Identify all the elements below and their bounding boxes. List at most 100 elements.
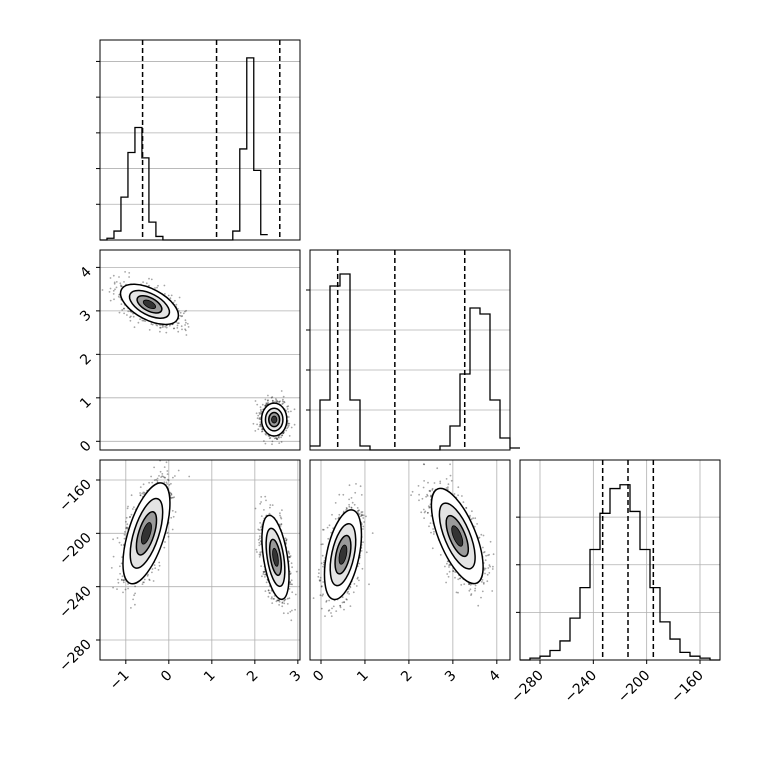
p20-point (163, 466, 166, 468)
p20-point (166, 470, 169, 472)
p10-point (185, 334, 188, 336)
p10-point (276, 400, 279, 403)
p0-frame (99, 39, 301, 241)
p10-point (120, 285, 122, 288)
p10-point (277, 436, 280, 438)
p10-point (259, 413, 261, 415)
p20-point (256, 551, 258, 553)
p20-point (121, 578, 123, 581)
p10-point (184, 328, 187, 331)
p20-point (261, 575, 263, 578)
p10-point (155, 323, 158, 326)
p10-point (129, 316, 131, 319)
p10-point (280, 436, 282, 439)
p20-point (139, 494, 142, 497)
p10-point (282, 395, 285, 398)
p20-point (170, 482, 172, 485)
p20-xtick-label: 3 (287, 668, 305, 686)
p20-point (127, 583, 129, 585)
p10-point (162, 324, 165, 327)
p10-point (163, 284, 166, 287)
p10-point (112, 293, 115, 295)
p10-point (275, 437, 278, 440)
p20-point (148, 481, 151, 484)
p20-point (279, 512, 281, 515)
p20-point (294, 608, 296, 611)
p20-point (271, 504, 274, 506)
p20-point (258, 535, 261, 538)
p10-point (118, 293, 121, 296)
p20-point (163, 481, 166, 484)
p20-point (116, 588, 118, 590)
p20-point (160, 476, 163, 478)
p10-point (282, 432, 285, 434)
p10-point (173, 327, 176, 330)
p10-point (178, 296, 181, 299)
p10-point (286, 405, 289, 408)
p10-point (264, 404, 266, 407)
p10-point (124, 271, 126, 273)
p20-point (166, 483, 169, 485)
p10-point (263, 440, 265, 442)
p10-point (129, 319, 132, 322)
p20-point (127, 587, 129, 590)
p20-point (164, 541, 166, 543)
p20-point (171, 528, 174, 531)
p20-point (172, 476, 174, 479)
p20-point (267, 595, 270, 598)
p10-point (179, 311, 182, 314)
p10-point (113, 298, 115, 301)
p10-point (174, 299, 176, 302)
p20-point (153, 479, 156, 481)
p20-point (172, 496, 174, 499)
p10-point (290, 410, 292, 413)
p10-point (127, 310, 130, 313)
p11-frame (309, 249, 511, 451)
p20-point (130, 513, 133, 516)
p20-point (139, 492, 142, 494)
p10-point (264, 404, 267, 406)
p10-frame (99, 249, 301, 451)
p10-point (282, 398, 284, 401)
p10-point (254, 430, 257, 432)
p10-point (286, 408, 289, 410)
p10-point (276, 438, 278, 440)
p10-point (265, 403, 268, 406)
p10-point (261, 430, 264, 433)
p10-point (267, 394, 269, 397)
p10-point (258, 425, 261, 428)
p10-point (257, 414, 260, 417)
p20-point (174, 475, 176, 477)
p10-point (287, 422, 290, 425)
p20-point (142, 491, 145, 494)
p10-point (112, 274, 115, 277)
p10-point (281, 434, 284, 437)
p10-point (157, 284, 159, 287)
p20-point (291, 591, 294, 594)
p10-point (286, 427, 288, 430)
p10-point (264, 398, 267, 401)
p20-point (121, 575, 124, 578)
p10-point (257, 428, 260, 431)
p10-point (172, 327, 175, 330)
p20-point (116, 537, 119, 539)
p10-point (186, 322, 189, 325)
p20-point (120, 544, 123, 546)
p20-point (139, 486, 142, 488)
p20-point (155, 478, 158, 481)
p20-point (126, 507, 129, 510)
p10-point (259, 408, 262, 411)
p20-point (134, 585, 137, 588)
p10-point (278, 442, 281, 444)
p10-point (126, 314, 128, 316)
p20-point (188, 475, 191, 478)
p10-point (180, 325, 183, 328)
p20-xtick-label: 0 (158, 668, 176, 686)
p10-point (187, 326, 190, 328)
p10-point (266, 399, 269, 402)
p20-point (130, 607, 132, 609)
p20-point (257, 538, 260, 541)
p10-scatter (101, 271, 296, 446)
p20-point (288, 556, 291, 558)
p10-point (168, 324, 171, 327)
